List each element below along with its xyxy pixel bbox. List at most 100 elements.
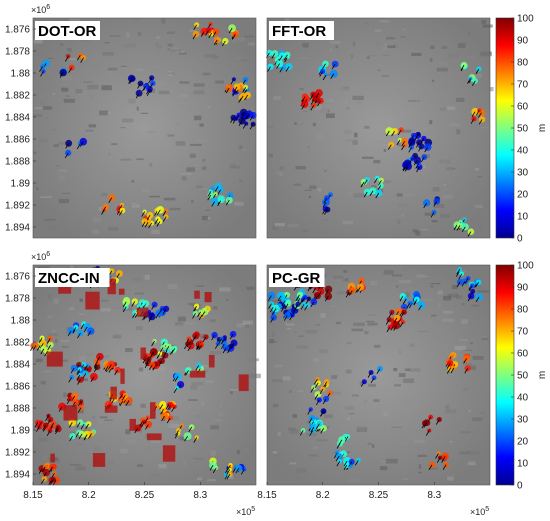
displacement-arrow <box>249 124 254 130</box>
terrain-texture <box>193 83 205 87</box>
displacement-arrow <box>141 221 146 228</box>
displacement-cell <box>395 308 402 315</box>
terrain-texture <box>61 419 65 421</box>
displacement-arrow <box>249 115 254 121</box>
terrain-texture <box>195 185 203 189</box>
terrain-texture <box>279 447 283 449</box>
outlier-region <box>140 347 146 360</box>
displacement-arrow <box>96 356 101 362</box>
displacement-arrow <box>330 73 335 80</box>
displacement-arrow <box>393 317 398 324</box>
displacement-cell <box>310 298 318 306</box>
displacement-arrow <box>77 379 81 385</box>
terrain-texture <box>147 447 150 450</box>
terrain-texture <box>108 227 119 231</box>
terrain-texture <box>352 95 364 100</box>
outlier-region <box>85 291 100 310</box>
terrain-texture <box>415 230 421 236</box>
displacement-arrow <box>119 210 123 216</box>
displacement-arrow <box>47 344 52 351</box>
displacement-arrow <box>467 231 472 237</box>
terrain-texture <box>449 123 460 127</box>
colorbar-tick-label: 50 <box>517 371 529 382</box>
terrain-texture <box>394 38 398 40</box>
terrain-texture <box>273 96 281 100</box>
terrain-texture <box>299 88 304 90</box>
displacement-arrow <box>301 297 306 303</box>
terrain-texture <box>200 402 205 406</box>
displacement-arrow <box>102 206 107 213</box>
terrain-texture <box>430 285 434 288</box>
terrain-texture <box>386 37 395 40</box>
displacement-arrow <box>401 144 405 151</box>
displacement-arrow <box>450 367 455 374</box>
displacement-arrow <box>402 298 407 305</box>
displacement-arrow <box>52 479 57 486</box>
terrain-texture <box>136 106 139 111</box>
displacement-arrow <box>370 377 375 384</box>
terrain-texture <box>447 293 459 298</box>
terrain-texture <box>268 125 274 128</box>
terrain-texture <box>130 202 137 205</box>
displacement-arrow <box>324 209 328 215</box>
terrain-texture <box>458 365 465 368</box>
displacement-arrow <box>171 348 176 354</box>
terrain-texture <box>379 466 388 471</box>
terrain-texture <box>242 320 253 325</box>
terrain-texture <box>391 426 403 428</box>
terrain-texture <box>272 451 278 454</box>
displacement-arrow <box>415 142 420 148</box>
displacement-arrow <box>471 111 476 117</box>
displacement-arrow <box>158 360 163 367</box>
terrain-texture <box>132 18 141 21</box>
displacement-arrow <box>77 407 82 413</box>
displacement-arrow <box>420 138 425 144</box>
terrain-texture <box>286 328 292 330</box>
terrain-texture <box>365 21 369 25</box>
terrain-texture <box>177 316 186 322</box>
displacement-arrow <box>301 96 306 102</box>
panel-label: FFT-OR <box>272 23 326 40</box>
terrain-texture <box>373 344 381 348</box>
terrain-texture <box>415 98 419 102</box>
displacement-arrow <box>453 224 458 231</box>
terrain-texture <box>330 305 336 307</box>
terrain-texture <box>183 310 189 313</box>
terrain-texture <box>309 106 312 111</box>
terrain-texture <box>167 134 175 137</box>
terrain-texture <box>36 187 39 191</box>
terrain-texture <box>374 42 381 46</box>
displacement-arrow <box>271 53 276 59</box>
displacement-arrow <box>317 100 321 107</box>
terrain-texture <box>323 219 328 221</box>
y-tick-label: 1.88 <box>11 69 31 80</box>
terrain-texture <box>433 204 445 208</box>
terrain-texture <box>88 124 96 128</box>
displacement-arrow <box>193 437 198 443</box>
colorbar-tick-label: 100 <box>517 261 534 272</box>
terrain-texture <box>120 65 127 67</box>
terrain-texture <box>345 369 352 374</box>
terrain-texture <box>210 450 216 456</box>
displacement-arrow <box>343 464 348 471</box>
terrain-texture <box>202 72 211 76</box>
terrain-texture <box>482 336 487 338</box>
terrain-texture <box>184 322 196 325</box>
displacement-arrow <box>441 456 446 462</box>
terrain-texture <box>436 61 449 66</box>
displacement-cell <box>306 296 312 302</box>
terrain-texture <box>154 321 159 323</box>
terrain-texture <box>225 299 229 301</box>
colorbar-tick-label: 70 <box>517 80 529 91</box>
displacement-arrow <box>148 222 152 229</box>
terrain-texture <box>442 194 453 199</box>
x-axis-exponent: ×105 <box>236 506 255 517</box>
terrain-texture <box>174 47 179 50</box>
terrain-texture <box>229 163 237 168</box>
terrain-texture <box>479 411 486 414</box>
displacement-arrow <box>420 156 425 163</box>
terrain-texture <box>78 409 84 414</box>
terrain-texture <box>345 451 351 453</box>
terrain-texture <box>137 32 141 36</box>
displacement-cell <box>193 303 200 309</box>
